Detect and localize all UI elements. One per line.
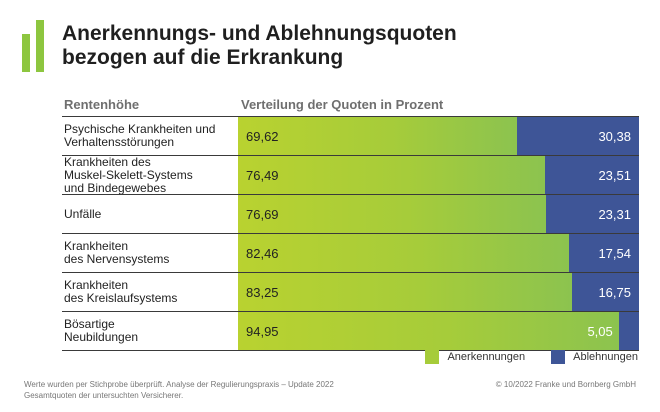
bar-segment-accepted [238,234,569,272]
bar-track: 76,69 23,31 [238,195,639,233]
data-label-accepted: 82,46 [246,245,279,261]
footer-note-line2: Gesamtquoten der untersuchten Versichere… [24,391,184,400]
bar-segment-rejected [545,195,639,233]
data-label-rejected: 16,75 [598,284,631,300]
chart-title-line1: Anerkennungs- und Ablehnungsquoten [62,22,457,45]
chart-title: Anerkennungs- und Ablehnungsquoten bezog… [62,22,457,70]
category-column-header: Rentenhöhe [64,97,140,112]
legend-item-rejected: Ablehnungen [551,350,638,364]
data-label-rejected: 5,05 [587,323,613,339]
legend-label-accepted: Anerkennungen [447,351,526,363]
category-label: Krankheiten des Muskel-Skelett-Systems u… [64,154,193,195]
category-label: Psychische Krankheiten und Verhaltensstö… [64,122,216,149]
bar-segment-rejected [568,234,639,272]
bar-row: Bösartige Neubildungen 94,95 5,05 [62,311,639,351]
bar-segment-rejected [618,312,639,350]
bar-row: Krankheiten des Nervensystems 82,46 17,54 [62,233,639,272]
brand-logo [22,20,50,72]
bar-chart: Psychische Krankheiten und Verhaltensstö… [62,116,639,351]
bar-row: Unfälle 76,69 23,31 [62,194,639,233]
data-label-accepted: 83,25 [246,284,279,300]
bar-segment-accepted [238,312,619,350]
data-label-accepted: 76,49 [246,167,279,183]
bar-segment-accepted [238,117,518,155]
data-label-accepted: 94,95 [246,323,279,339]
bar-track: 94,95 5,05 [238,312,639,350]
data-label-accepted: 69,62 [246,128,279,144]
footer-copyright: © 10/2022 Franke und Bornberg GmbH [495,380,636,389]
bar-segment-rejected [544,156,639,194]
legend-label-rejected: Ablehnungen [573,351,638,363]
legend-swatch-accepted [425,350,440,364]
bar-segment-rejected [517,117,639,155]
bar-segment-accepted [238,195,546,233]
category-label: Bösartige Neubildungen [64,317,139,344]
data-label-rejected: 30,38 [598,128,631,144]
bar-row: Psychische Krankheiten und Verhaltensstö… [62,116,639,155]
value-column-header: Verteilung der Quoten in Prozent [241,97,444,112]
bar-track: 83,25 16,75 [238,273,639,311]
legend: Anerkennungen Ablehnungen [399,350,638,364]
bar-segment-accepted [238,273,572,311]
bar-row: Krankheiten des Muskel-Skelett-Systems u… [62,155,639,194]
bar-row: Krankheiten des Kreislaufsystems 83,25 16,… [62,272,639,311]
category-label: Krankheiten des Nervensystems [64,239,170,266]
data-label-rejected: 17,54 [598,245,631,261]
bar-track: 76,49 23,51 [238,156,639,194]
bar-track: 69,62 30,38 [238,117,639,155]
footer-note: Werte wurden per Stichprobe überprüft. A… [24,379,334,401]
category-label: Krankheiten des Kreislaufsystems [64,278,178,305]
category-label: Unfälle [64,206,102,221]
logo-bar-short [22,34,30,72]
chart-title-line2: bezogen auf die Erkrankung [62,46,344,69]
data-label-accepted: 76,69 [246,206,279,222]
footer-note-line1: Werte wurden per Stichprobe überprüft. A… [24,380,334,389]
bar-segment-rejected [571,273,639,311]
legend-item-accepted: Anerkennungen [425,350,525,364]
data-label-rejected: 23,51 [598,167,631,183]
bar-segment-accepted [238,156,545,194]
legend-swatch-rejected [551,350,566,364]
data-label-rejected: 23,31 [598,206,631,222]
logo-bar-tall [36,20,44,72]
bar-track: 82,46 17,54 [238,234,639,272]
